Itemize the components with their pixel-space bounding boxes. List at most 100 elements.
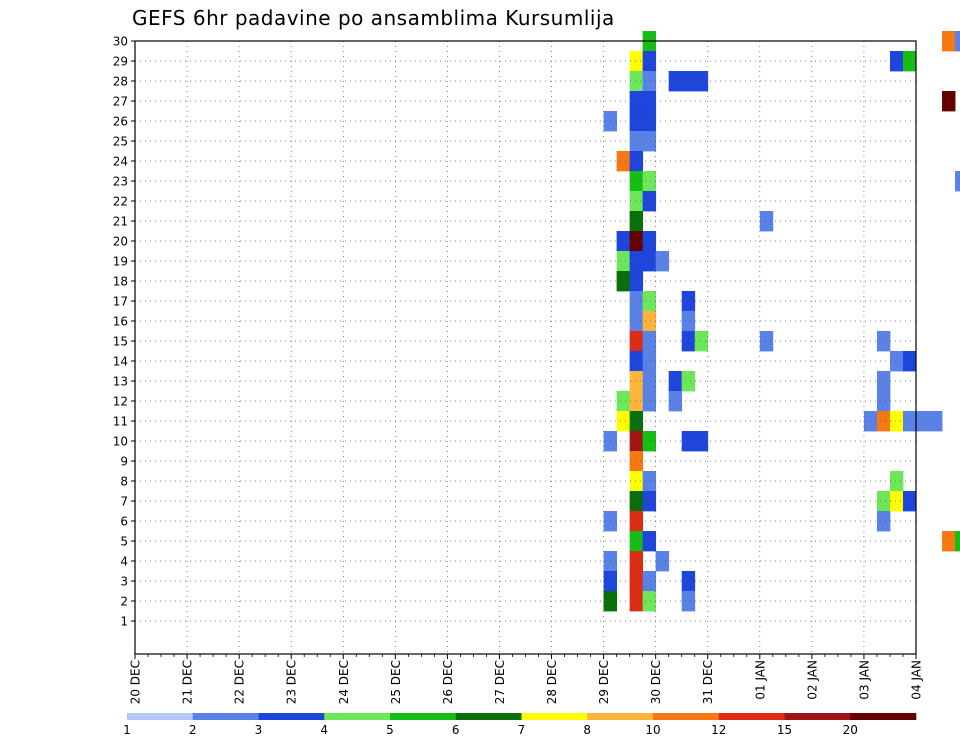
y-tick-label: 2	[120, 595, 128, 609]
heatmap-cell	[629, 71, 644, 92]
heatmap-cell	[876, 511, 891, 532]
heatmap-cell	[629, 271, 644, 292]
x-tick-label: 23 DEC	[285, 660, 299, 704]
heatmap-cell	[629, 251, 644, 272]
x-tick-label: 21 DEC	[181, 660, 195, 704]
heatmap-cell	[642, 91, 657, 112]
colorbar-swatch	[324, 713, 391, 720]
y-tick-label: 24	[113, 155, 128, 169]
colorbar-swatch	[390, 713, 457, 720]
heatmap-cell	[629, 91, 644, 112]
y-tick-label: 15	[113, 335, 128, 349]
heatmap-cell	[629, 291, 644, 312]
heatmap-cell	[929, 411, 943, 432]
colorbar-label: 7	[518, 723, 526, 737]
heatmap-cell	[889, 491, 904, 512]
heatmap-cell	[616, 411, 631, 432]
colorbar-label: 20	[843, 723, 858, 737]
x-tick-label: 27 DEC	[493, 660, 507, 704]
heatmap-cell	[694, 71, 709, 92]
heatmap-cell	[629, 211, 644, 232]
y-tick-label: 18	[113, 275, 128, 289]
heatmap-cell	[876, 491, 891, 512]
x-tick-label: 30 DEC	[649, 660, 663, 704]
colorbar-swatch	[455, 713, 522, 720]
colorbar-label: 12	[711, 723, 726, 737]
y-tick-label: 26	[113, 115, 128, 129]
heatmap-cell	[642, 131, 657, 152]
x-tick-label: 31 DEC	[701, 660, 715, 704]
heatmap-cell	[642, 291, 657, 312]
heatmap-cell	[642, 71, 657, 92]
heatmap-cell	[942, 91, 956, 112]
y-tick-label: 16	[113, 315, 128, 329]
chart-title: GEFS 6hr padavine po ansamblima Kursumli…	[132, 6, 615, 30]
heatmap-cell	[681, 311, 696, 332]
heatmap-cell	[642, 351, 657, 372]
colorbar-swatch	[784, 713, 851, 720]
heatmap-cell	[629, 551, 644, 572]
heatmap-cell	[655, 251, 670, 272]
heatmap-cell	[955, 31, 960, 52]
x-tick-label: 01 JAN	[753, 660, 767, 700]
y-tick-label: 13	[113, 375, 128, 389]
heatmap-cell	[616, 391, 631, 412]
x-tick-label: 24 DEC	[337, 660, 351, 704]
heatmap-cell	[629, 511, 644, 532]
x-tick-label: 26 DEC	[441, 660, 455, 704]
heatmap-cell	[629, 411, 644, 432]
x-axis-labels: 20 DEC 21 DEC 22 DEC 23 DEC 24 DEC 25 DEC 26 D…	[129, 654, 924, 704]
heatmap-cell	[629, 471, 644, 492]
y-tick-label: 29	[113, 55, 128, 69]
heatmap-cell	[642, 251, 657, 272]
heatmap-cell	[642, 51, 657, 72]
heatmap-cell	[889, 471, 904, 492]
colorbar-label: 1	[123, 723, 131, 737]
heatmap-cell	[642, 571, 657, 592]
heatmap-cell	[955, 171, 960, 192]
colorbar-label: 6	[452, 723, 460, 737]
heatmap-cell	[681, 371, 696, 392]
y-tick-label: 21	[113, 215, 128, 229]
colorbar-label: 5	[386, 723, 394, 737]
colorbar-label: 15	[777, 723, 792, 737]
colorbar-swatch	[587, 713, 654, 720]
y-tick-label: 25	[113, 135, 128, 149]
heatmap-cell	[876, 331, 891, 352]
heatmap-cell	[681, 571, 696, 592]
colorbar-swatch	[850, 713, 917, 720]
colorbar-swatch	[127, 713, 194, 720]
heatmap-cell	[902, 351, 917, 372]
grid-lines	[135, 40, 916, 654]
y-tick-label: 12	[113, 395, 128, 409]
heatmap-cell	[629, 311, 644, 332]
heatmap-cell	[642, 111, 657, 132]
heatmap-cell	[902, 51, 917, 72]
heatmap-cell	[876, 411, 891, 432]
heatmap-cell	[629, 391, 644, 412]
x-tick-label: 25 DEC	[389, 660, 403, 704]
heatmap-cell	[694, 331, 709, 352]
y-tick-label: 1	[120, 615, 128, 629]
colorbar-label: 2	[189, 723, 197, 737]
heatmap-cell	[681, 331, 696, 352]
heatmap-cell	[694, 431, 709, 452]
heatmap-cell	[629, 371, 644, 392]
x-tick-label: 22 DEC	[233, 660, 247, 704]
heatmap-cell	[681, 431, 696, 452]
heatmap-cell	[642, 531, 657, 552]
heatmap-cell	[642, 311, 657, 332]
y-tick-label: 27	[113, 95, 128, 109]
heatmap-cell	[876, 371, 891, 392]
heatmap-cell	[955, 531, 960, 552]
y-tick-label: 19	[113, 255, 128, 269]
colorbar-label: 10	[645, 723, 660, 737]
heatmap-cell	[889, 411, 904, 432]
heatmap-cell	[942, 531, 956, 552]
plot-frame	[134, 40, 917, 655]
heatmap-cell	[629, 331, 644, 352]
heatmap-cells	[603, 31, 960, 612]
heatmap-cell	[629, 111, 644, 132]
colorbar-swatch	[653, 713, 720, 720]
y-tick-label: 3	[120, 575, 128, 589]
